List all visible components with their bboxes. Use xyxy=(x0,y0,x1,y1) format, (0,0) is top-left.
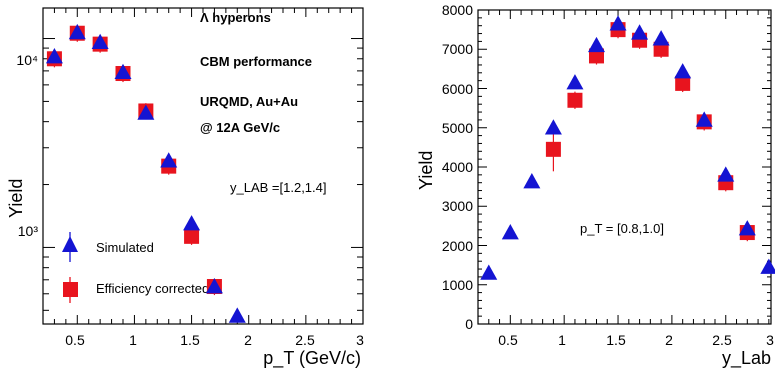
corrected-point xyxy=(653,41,669,57)
left-y-tick-label: 10³ xyxy=(18,223,39,239)
simulated-point xyxy=(717,166,735,182)
annotation-pt-range: p_T = [0.8,1.0] xyxy=(580,221,664,236)
legend: Simulated Efficiency corrected xyxy=(62,232,209,303)
corrected-point xyxy=(567,92,583,108)
simulated-point xyxy=(114,63,132,79)
corrected-point xyxy=(545,141,561,157)
left-y-tick-label: 10⁴ xyxy=(16,52,38,68)
right-y-tick-label: 4000 xyxy=(442,159,473,175)
right-plot-frame xyxy=(477,9,772,325)
simulated-point xyxy=(45,48,63,64)
simulated-point xyxy=(228,307,246,323)
right-y-tick-label: 8000 xyxy=(442,2,473,18)
right-y-tick-label: 1000 xyxy=(442,277,473,293)
annotation-model: URQMD, Au+Au xyxy=(200,94,298,109)
simulated-point xyxy=(587,36,605,53)
right-y-tick-label: 5000 xyxy=(442,120,473,136)
right-x-tick-label: 0.5 xyxy=(498,332,518,348)
right-data-marks xyxy=(480,15,775,280)
corrected-point xyxy=(184,228,200,244)
right-x-tick-label: 1 xyxy=(558,332,566,348)
annotation-particle: Λ hyperons xyxy=(200,10,271,25)
simulated-point xyxy=(738,220,756,236)
simulated-point xyxy=(523,173,541,189)
left-x-tick-label: 1 xyxy=(129,332,137,348)
left-x-tick-label: 3 xyxy=(356,332,364,348)
corrected-point xyxy=(588,48,604,64)
left-x-tick-label: 2.5 xyxy=(295,332,315,348)
simulated-point xyxy=(137,104,155,120)
right-y-axis-label: Yield xyxy=(416,151,436,190)
right-x-tick-label: 2 xyxy=(665,332,673,348)
simulated-point xyxy=(609,15,627,31)
simulated-point xyxy=(674,63,692,79)
right-y-tick-label: 6000 xyxy=(442,81,473,97)
simulated-point xyxy=(566,74,584,90)
left-data-marks xyxy=(45,23,246,323)
legend-label-corrected: Efficiency corrected xyxy=(96,281,209,296)
simulated-point xyxy=(183,215,201,231)
simulated-point xyxy=(631,24,649,40)
right-ticks xyxy=(477,9,771,325)
annotation-rapidity-range: y_LAB =[1.2,1.4] xyxy=(230,180,326,195)
simulated-point xyxy=(91,33,109,50)
simulated-point xyxy=(760,258,775,274)
corrected-point xyxy=(675,75,691,91)
left-ticks xyxy=(42,8,364,324)
right-y-tick-label: 3000 xyxy=(442,198,473,214)
right-x-tick-label: 2.5 xyxy=(712,332,732,348)
annotation-performance: CBM performance xyxy=(200,54,312,69)
simulated-point xyxy=(480,264,498,280)
annotation-energy: @ 12A GeV/c xyxy=(200,120,280,135)
legend-label-simulated: Simulated xyxy=(96,240,154,255)
left-x-tick-label: 0.5 xyxy=(65,332,85,348)
simulated-point xyxy=(501,224,519,240)
right-y-tick-label: 0 xyxy=(465,316,473,332)
left-x-axis-label: p_T (GeV/c) xyxy=(263,348,361,369)
simulated-point xyxy=(205,278,223,294)
right-x-tick-label: 1.5 xyxy=(606,332,626,348)
simulated-point xyxy=(652,30,670,46)
left-x-tick-label: 1.5 xyxy=(180,332,200,348)
simulated-point xyxy=(695,111,713,127)
simulated-point xyxy=(160,152,178,168)
left-chart: 0.5 1 1.5 2 2.5 3 10³ 10⁴ p_T (GeV/c) Yi… xyxy=(6,7,364,369)
right-x-axis-label: y_Lab xyxy=(722,348,771,369)
left-x-tick-label: 2 xyxy=(244,332,252,348)
right-chart: 0.5 1 1.5 2 2.5 3 0 1000 2000 3000 4000 … xyxy=(416,2,775,369)
right-y-tick-label: 7000 xyxy=(442,41,473,57)
left-y-axis-label: Yield xyxy=(6,179,26,218)
right-y-tick-label: 2000 xyxy=(442,238,473,254)
right-x-tick-label: 3 xyxy=(766,332,774,348)
simulated-point xyxy=(544,119,562,135)
simulated-point xyxy=(68,23,86,40)
